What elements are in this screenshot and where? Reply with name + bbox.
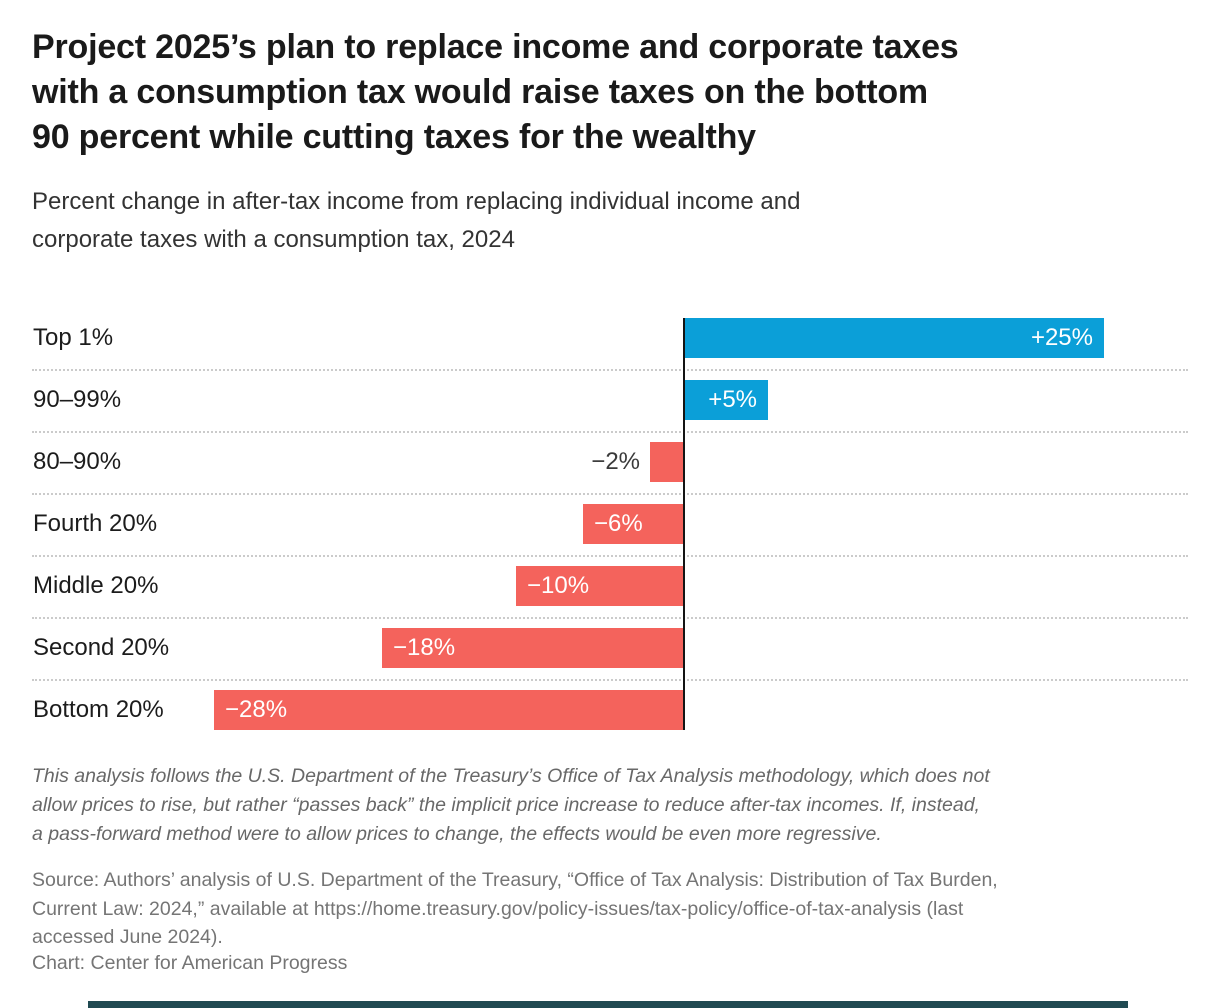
- value-label: −2%: [591, 448, 640, 475]
- bar-chart: Top 1% +25% 90–99% +5% 80–90% −2% Fourth 20% −6…: [32, 307, 1188, 741]
- value-label: −28%: [225, 696, 288, 723]
- bar: −6%: [583, 504, 684, 544]
- source-line-1: Source: Authors’ analysis of U.S. Depart…: [32, 869, 998, 891]
- bar-row: 90–99% +5%: [32, 369, 1188, 431]
- value-label: +25%: [1030, 324, 1093, 351]
- note-line-3: a pass-forward method were to allow pric…: [32, 823, 882, 845]
- category-label: Top 1%: [33, 324, 114, 351]
- bar: −28%: [214, 690, 684, 730]
- bar: −18%: [382, 628, 684, 668]
- title-line-3: 90 percent while cutting taxes for the w…: [32, 118, 756, 156]
- zero-axis: [683, 318, 685, 730]
- chart-credit: Chart: Center for American Progress: [32, 952, 348, 974]
- title-line-2: with a consumption tax would raise taxes…: [32, 73, 928, 111]
- value-label: −18%: [393, 634, 456, 661]
- page-title: Project 2025’s plan to replace income an…: [32, 25, 959, 160]
- category-label: Second 20%: [33, 634, 170, 661]
- row-separator: [32, 617, 1188, 619]
- note-line-1: This analysis follows the U.S. Departmen…: [32, 765, 990, 787]
- bar-row: 80–90% −2%: [32, 431, 1188, 493]
- category-label: Bottom 20%: [33, 696, 164, 723]
- bar: +5%: [684, 380, 768, 420]
- category-label: Middle 20%: [33, 572, 159, 599]
- bar: −10%: [516, 566, 684, 606]
- bar-row: Bottom 20% −28%: [32, 679, 1188, 741]
- bar: +25%: [684, 318, 1104, 358]
- bar: [650, 442, 684, 482]
- source-line-2: Current Law: 2024,” available at https:/…: [32, 897, 964, 920]
- value-label: −10%: [527, 572, 590, 599]
- subtitle-line-2: corporate taxes with a consumption tax, …: [32, 226, 515, 253]
- source-attribution: Source: Authors’ analysis of U.S. Depart…: [32, 866, 998, 952]
- row-separator: [32, 679, 1188, 681]
- subtitle-line-1: Percent change in after-tax income from …: [32, 188, 801, 215]
- row-separator: [32, 493, 1188, 495]
- chart-subtitle: Percent change in after-tax income from …: [32, 183, 800, 259]
- methodology-note: This analysis follows the U.S. Departmen…: [32, 762, 990, 849]
- bar-row: Second 20% −18%: [32, 617, 1188, 679]
- bar-row: Middle 20% −10%: [32, 555, 1188, 617]
- source-line-3: accessed June 2024).: [32, 926, 223, 948]
- category-label: 90–99%: [33, 386, 122, 413]
- title-line-1: Project 2025’s plan to replace income an…: [32, 28, 959, 66]
- note-line-2: allow prices to rise, but rather “passes…: [32, 794, 980, 816]
- row-separator: [32, 369, 1188, 371]
- bar-row: Top 1% +25%: [32, 307, 1188, 369]
- row-separator: [32, 431, 1188, 433]
- row-separator: [32, 555, 1188, 557]
- category-label: Fourth 20%: [33, 510, 158, 537]
- value-label: +5%: [708, 386, 757, 413]
- bar-row: Fourth 20% −6%: [32, 493, 1188, 555]
- category-label: 80–90%: [33, 448, 122, 475]
- value-label: −6%: [594, 510, 643, 537]
- brand-bar: [88, 1001, 1128, 1008]
